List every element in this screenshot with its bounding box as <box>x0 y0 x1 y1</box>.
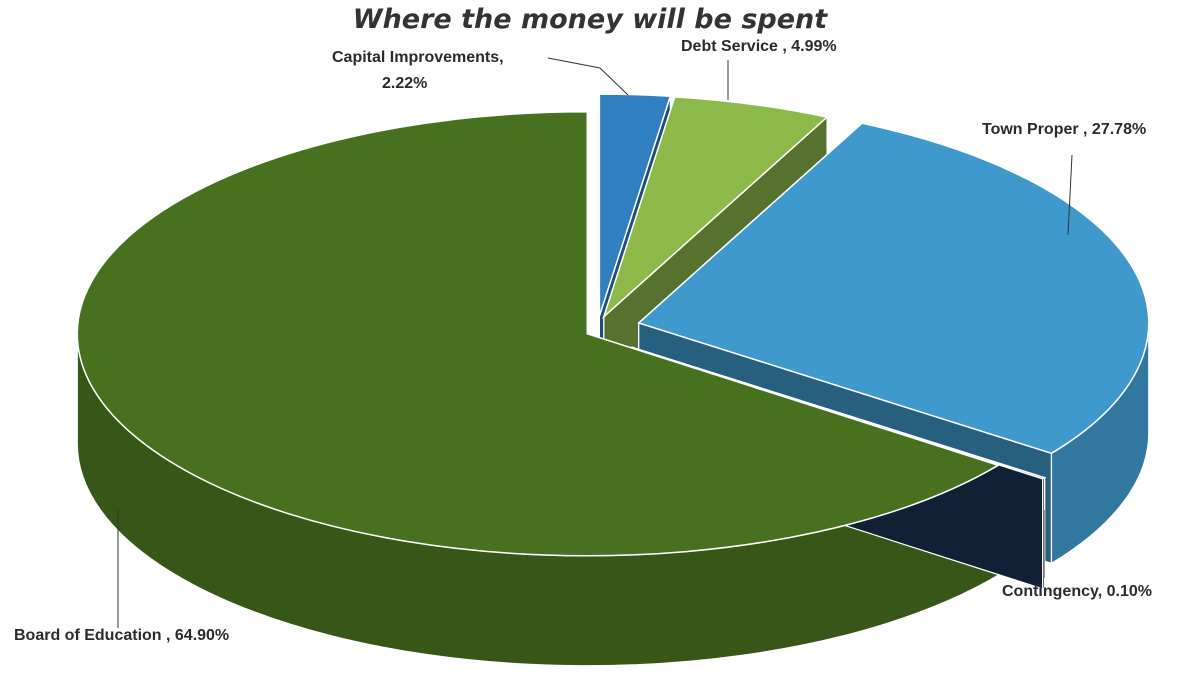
pie-labels: Capital Improvements, 2.22% Debt Service… <box>14 38 1152 644</box>
label-town-proper: Town Proper , 27.78% <box>982 121 1146 138</box>
chart-title: Where the money will be spent <box>353 4 828 35</box>
label-board-of-education: Board of Education , 64.90% <box>14 627 229 644</box>
slice-debt-service <box>602 96 829 320</box>
label-contingency: Contingency, 0.10% <box>1002 583 1152 600</box>
pie-slices <box>76 93 1150 667</box>
label-capital-improvements-value: 2.22% <box>382 75 427 92</box>
slice-town-proper <box>637 122 1150 455</box>
slice-board-of-education <box>76 111 1000 557</box>
leader-line-town <box>1067 154 1073 236</box>
slice-capital-improvements <box>598 93 672 317</box>
label-capital-improvements: Capital Improvements, <box>332 49 504 66</box>
slice-contingency <box>631 346 1047 480</box>
leader-line-capital <box>547 57 629 96</box>
pie-tops <box>76 93 1150 557</box>
label-debt-service: Debt Service , 4.99% <box>681 38 837 55</box>
